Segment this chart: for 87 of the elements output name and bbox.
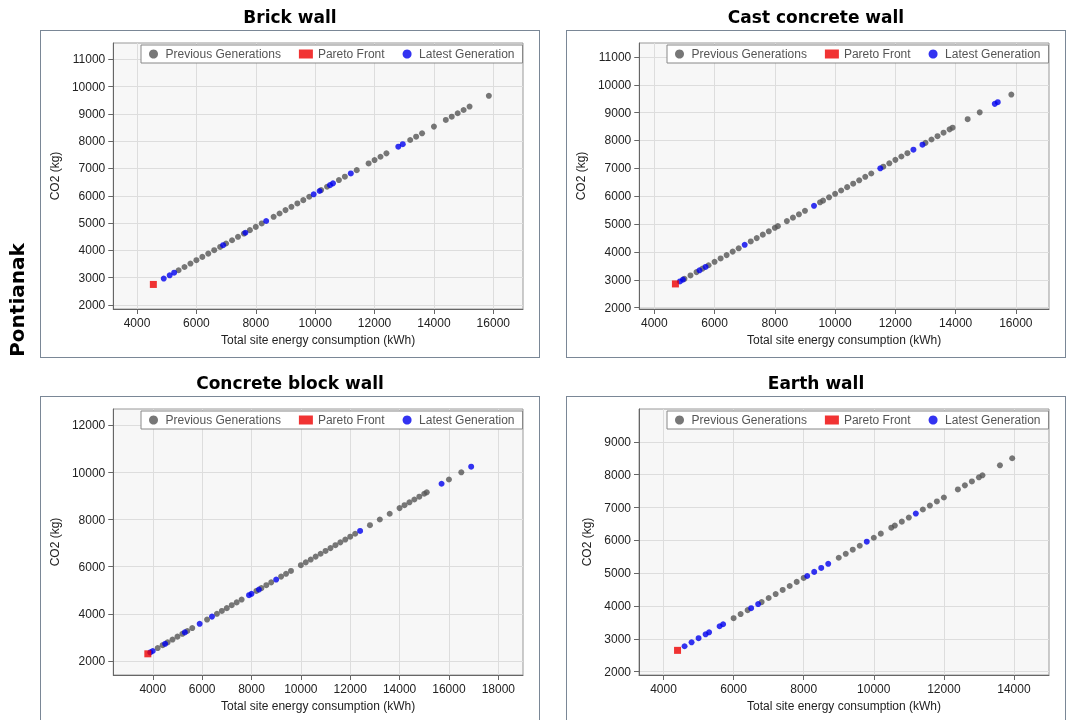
y-tick-label: 2000 [78, 653, 106, 668]
x-tick-label: 16000 [432, 682, 466, 696]
y-tick-label: 10000 [71, 465, 106, 480]
y-tick-label: 9000 [604, 434, 632, 449]
legend-label: Previous Generations [691, 413, 807, 427]
y-tick-label: 6000 [78, 188, 106, 203]
y-tick-label: 12000 [71, 418, 106, 433]
x-tick-label: 8000 [238, 682, 266, 696]
legend-label: Latest Generation [945, 47, 1041, 61]
y-tick-label: 2000 [604, 664, 632, 679]
y-tick-label: 4000 [78, 606, 106, 621]
x-tick-label: 10000 [818, 316, 853, 330]
y-tick-label: 8000 [78, 512, 106, 527]
x-tick-label: 10000 [284, 682, 318, 696]
x-tick-label: 6000 [183, 316, 211, 330]
x-tick-label: 18000 [481, 682, 516, 696]
y-axis-title: CO2 (kg) [574, 151, 588, 201]
y-tick-label: 11000 [598, 49, 632, 64]
legend-label: Previous Generations [165, 413, 281, 427]
chart-title: Earth wall [766, 372, 866, 395]
x-tick-label: 4000 [139, 682, 167, 696]
legend-label: Pareto Front [317, 413, 386, 427]
legend-label: Pareto Front [843, 413, 912, 427]
legend-label: Pareto Front [843, 47, 912, 61]
x-tick-label: 12000 [333, 682, 368, 696]
x-tick-label: 6000 [188, 682, 216, 696]
x-tick-label: 14000 [417, 316, 451, 330]
y-tick-label: 8000 [78, 134, 106, 149]
x-tick-label: 14000 [938, 316, 973, 330]
y-tick-label: 5000 [604, 566, 632, 581]
y-tick-label: 8000 [604, 133, 632, 148]
legend-label: Latest Generation [945, 413, 1041, 427]
y-tick-label: 2000 [78, 297, 106, 312]
y-tick-label: 4000 [604, 244, 632, 259]
y-axis-title: CO2 (kg) [48, 517, 62, 567]
x-tick-label: 16000 [476, 316, 511, 330]
y-tick-label: 6000 [604, 533, 632, 548]
y-tick-label: 11000 [72, 52, 106, 67]
y-tick-label: 10000 [71, 79, 106, 94]
legend-label: Latest Generation [419, 47, 515, 61]
legend-label: Latest Generation [419, 413, 515, 427]
x-tick-label: 10000 [857, 682, 891, 696]
y-tick-label: 4000 [604, 599, 632, 614]
y-axis-title: CO2 (kg) [48, 151, 62, 201]
x-tick-label: 8000 [761, 316, 789, 330]
chart-title: Concrete block wall [195, 372, 385, 395]
x-tick-label: 4000 [123, 316, 151, 330]
x-axis-title: Total site energy consumption (kWh) [747, 332, 942, 347]
x-axis-title: Total site energy consumption (kWh) [221, 698, 416, 713]
y-tick-label: 7000 [604, 500, 632, 515]
x-tick-label: 8000 [790, 682, 818, 696]
x-tick-label: 16000 [999, 316, 1033, 330]
x-axis-title: Total site energy consumption (kWh) [221, 332, 416, 347]
x-tick-label: 12000 [357, 316, 392, 330]
legend-label: Previous Generations [165, 47, 281, 61]
y-tick-label: 3000 [78, 270, 106, 285]
legend-label: Pareto Front [317, 47, 386, 61]
x-tick-label: 6000 [720, 682, 748, 696]
text: Pontianak [5, 243, 29, 357]
x-tick-label: 8000 [242, 316, 270, 330]
legend-label: Previous Generations [691, 47, 807, 61]
y-tick-label: 8000 [604, 467, 632, 482]
y-axis-title: CO2 (kg) [580, 517, 595, 567]
x-tick-label: 14000 [997, 682, 1031, 696]
x-tick-label: 6000 [701, 316, 729, 330]
y-tick-label: 2000 [604, 300, 632, 315]
x-tick-label: 4000 [640, 316, 668, 330]
x-tick-label: 4000 [650, 682, 678, 696]
x-tick-label: 12000 [878, 316, 913, 330]
y-tick-label: 10000 [597, 77, 632, 92]
x-tick-label: 12000 [927, 682, 961, 696]
y-tick-label: 3000 [604, 272, 632, 287]
y-tick-label: 7000 [78, 161, 106, 176]
chart-title: Cast concrete wall [726, 6, 906, 29]
y-tick-label: 3000 [604, 631, 632, 646]
y-tick-label: 5000 [78, 216, 106, 231]
x-tick-label: 14000 [382, 682, 417, 696]
x-tick-label: 10000 [298, 316, 333, 330]
x-axis-title: Total site energy consumption (kWh) [746, 698, 942, 713]
y-tick-label: 5000 [604, 217, 632, 232]
y-tick-label: 7000 [604, 161, 632, 176]
y-tick-label: 9000 [78, 106, 106, 121]
y-tick-label: 6000 [604, 189, 632, 204]
chart-title: Brick wall [242, 6, 338, 29]
y-tick-label: 6000 [78, 559, 106, 574]
y-tick-label: 9000 [604, 105, 632, 120]
y-tick-label: 4000 [78, 243, 106, 258]
